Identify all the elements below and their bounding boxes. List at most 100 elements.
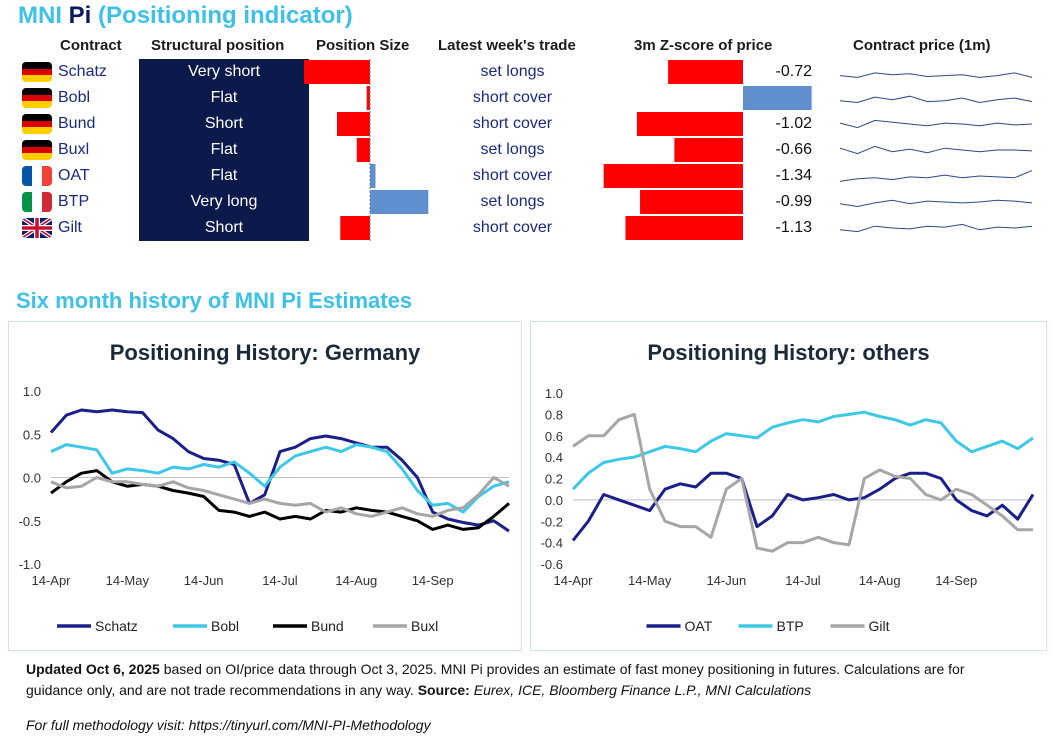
footer-note: Updated Oct 6, 2025 based on OI/price da…: [26, 659, 1036, 701]
zscore-bar: [603, 164, 743, 188]
contract-name: BTP: [58, 193, 90, 210]
x-tick-label: 14-Apr: [553, 573, 593, 588]
contract-name: Bund: [58, 115, 96, 132]
de-flag-icon: [22, 139, 52, 160]
title-suffix: (Positioning indicator): [98, 2, 353, 29]
x-tick-label: 14-May: [628, 573, 672, 588]
chart-germany-panel: Positioning History: Germany 1.0 0.5 0.0 -0.…: [8, 321, 522, 651]
series-line-gilt: [572, 412, 1033, 553]
title-pi: Pi: [68, 2, 92, 29]
y-tick-label: -0.5: [19, 514, 41, 529]
contract-name: Bobl: [58, 89, 91, 106]
latest-trade: set longs: [480, 141, 545, 158]
zscore-bar: [625, 216, 743, 240]
x-tick-label: 14-Jul: [262, 573, 298, 588]
page-title: MNI Pi (Positioning indicator): [18, 2, 353, 30]
structural-position: Flat: [139, 137, 309, 163]
chart-germany: Positioning History: Germany 1.0 0.5 0.0 -0.…: [19, 340, 510, 634]
latest-trade: short cover: [472, 167, 553, 184]
price-sparkline: [839, 170, 1033, 182]
zscore-bar: [636, 112, 743, 136]
structural-position: Flat: [139, 85, 309, 111]
x-tick-label: 14-Jul: [785, 573, 821, 588]
table-row-bund: Bund: [22, 111, 95, 137]
contract-name: OAT: [58, 167, 90, 184]
col-header-contract-price: Contract price (1m): [853, 37, 991, 54]
zscore-bar: [743, 86, 812, 110]
series-line-buxl: [50, 476, 510, 518]
series-line-bobl: [50, 443, 510, 514]
position-size-bar: [370, 190, 429, 214]
zscore-bar: [674, 138, 743, 162]
structural-position: Very short: [139, 59, 309, 85]
legend-label-oat: OAT: [685, 618, 713, 634]
y-tick-label: 0.5: [23, 427, 41, 442]
series-line-oat: [571, 471, 1035, 542]
footer-methodology-link[interactable]: For full methodology visit: https://tiny…: [26, 717, 431, 733]
uk-flag-icon: [22, 217, 52, 238]
position-size-bar: [340, 216, 370, 240]
x-tick-label: 14-Jun: [184, 573, 224, 588]
title-mni: MNI: [18, 2, 62, 29]
x-tick-label: 14-Sep: [935, 573, 977, 588]
legend-label-schatz: Schatz: [95, 618, 138, 634]
contract-name: Buxl: [58, 141, 90, 158]
position-size-bar: [356, 138, 370, 162]
contract-name: Schatz: [58, 63, 107, 80]
price-sparkline: [839, 119, 1033, 129]
footer-updated: Updated Oct 6, 2025: [26, 661, 160, 677]
position-size-bar: [337, 112, 370, 136]
y-tick-label: -1.0: [19, 557, 41, 572]
zscore-value: -1.02: [775, 115, 812, 132]
y-tick-label: 0.8: [545, 407, 563, 422]
structural-position: Short: [139, 111, 309, 137]
y-tick-label: 0.0: [545, 493, 563, 508]
x-tick-label: 14-Jun: [706, 573, 746, 588]
x-tick-label: 14-Sep: [412, 573, 454, 588]
footer-methodology[interactable]: For full methodology visit: https://tiny…: [26, 717, 431, 733]
x-tick-label: 14-Aug: [859, 573, 901, 588]
price-sparkline: [839, 223, 1033, 233]
footer-source-text: Eurex, ICE, Bloomberg Finance L.P., MNI …: [469, 682, 812, 698]
section-title: Six month history of MNI Pi Estimates: [16, 288, 413, 313]
contract-name: Gilt: [58, 219, 82, 236]
latest-trade: set longs: [480, 63, 545, 80]
de-flag-icon: [22, 87, 52, 108]
zscore-value: -0.99: [775, 193, 812, 210]
x-tick-label: 14-May: [106, 573, 150, 588]
footer-line1: based on OI/price data through Oct 3, 20…: [159, 661, 965, 677]
table-row-bobl: Bobl: [22, 85, 90, 111]
price-sparkline: [839, 145, 1033, 155]
latest-trade: set longs: [480, 193, 545, 210]
chart-title: Positioning History: others: [647, 340, 929, 365]
table-row-buxl: Buxl: [22, 137, 89, 163]
legend-label-gilt: Gilt: [869, 618, 890, 634]
series-line-schatz: [49, 408, 510, 533]
fr-flag-icon: [22, 165, 52, 186]
position-size-bar: [304, 60, 370, 84]
y-tick-label: 1.0: [23, 384, 41, 399]
x-tick-label: 14-Aug: [335, 573, 377, 588]
footer-source-label: Source:: [417, 682, 470, 698]
col-header-position-size: Position Size: [316, 37, 410, 54]
col-header-zscore: 3m Z-score of price: [634, 37, 773, 54]
zscore-value: -1.34: [775, 167, 812, 184]
y-tick-label: 1.0: [545, 386, 563, 401]
structural-position: Flat: [139, 163, 309, 189]
series-line-btp: [571, 410, 1034, 491]
price-sparkline: [839, 95, 1033, 104]
col-header-structural: Structural position: [151, 37, 285, 54]
zscore-value: -1.13: [775, 219, 812, 236]
price-sparkline: [839, 199, 1033, 208]
position-size-bar: [370, 164, 376, 188]
y-tick-label: 0.2: [545, 472, 563, 487]
series-line-bund: [50, 469, 510, 531]
zscore-bar: [640, 190, 743, 214]
chart-others-panel: Positioning History: others 1.0 0.8 0.6 0.4 0…: [530, 321, 1047, 651]
table-graphics: [304, 59, 1033, 241]
de-flag-icon: [22, 113, 52, 134]
it-flag-icon: [22, 191, 52, 212]
y-tick-label: 0.6: [545, 429, 563, 444]
zscore-bar: [668, 60, 743, 84]
table-row-schatz: Schatz: [22, 59, 107, 85]
